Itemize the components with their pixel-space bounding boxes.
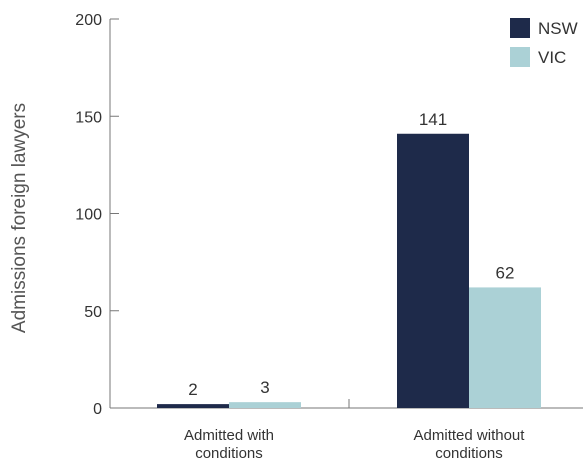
y-axis-label: Admissions foreign lawyers <box>9 103 30 333</box>
y-tick-label: 150 <box>75 109 102 126</box>
bar-nsw-1 <box>157 404 229 408</box>
x-tick-label: conditions <box>195 445 263 462</box>
bar-nsw-2 <box>397 133 469 408</box>
legend: NSW VIC <box>510 18 578 67</box>
x-tick-label: Admitted without <box>414 427 526 444</box>
legend-swatch-vic <box>510 47 530 67</box>
data-label: 141 <box>419 110 447 129</box>
x-tick-label: conditions <box>435 445 503 462</box>
data-labels: 2 3 141 62 <box>188 110 514 399</box>
legend-label: VIC <box>538 48 566 67</box>
data-label: 3 <box>260 378 269 397</box>
y-tick-label: 0 <box>93 401 102 418</box>
y-tick-label: 200 <box>75 12 102 29</box>
bars <box>157 133 541 408</box>
legend-label: NSW <box>538 19 578 38</box>
y-tick-label: 100 <box>75 207 102 224</box>
x-tick-label: Admitted with <box>184 427 274 444</box>
bar-vic-1 <box>229 402 301 408</box>
data-label: 62 <box>496 263 515 282</box>
bar-vic-2 <box>469 287 541 408</box>
data-label: 2 <box>188 380 197 399</box>
y-tick-label: 50 <box>84 304 102 321</box>
legend-swatch-nsw <box>510 18 530 38</box>
